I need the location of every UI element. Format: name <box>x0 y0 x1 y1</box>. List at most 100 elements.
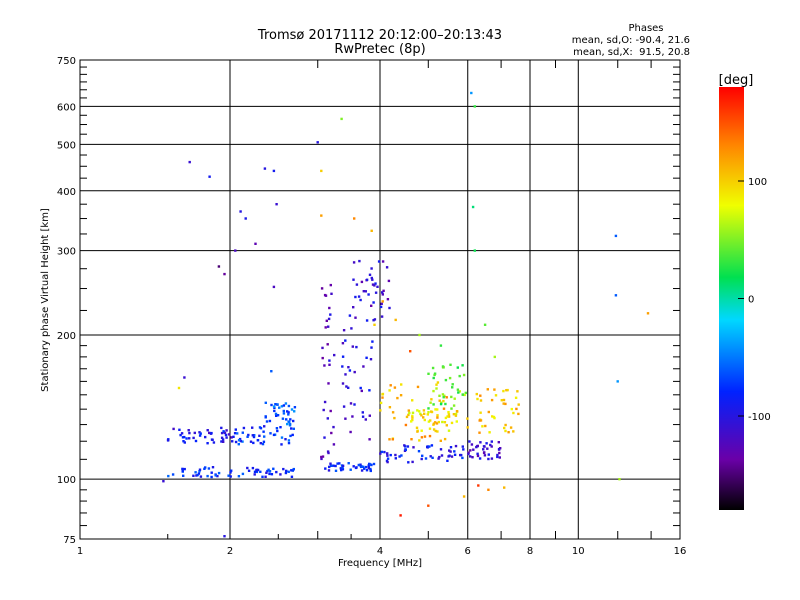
data-point <box>379 401 383 405</box>
data-point <box>316 141 319 144</box>
data-point <box>323 436 326 439</box>
data-point <box>354 316 357 319</box>
data-point <box>349 402 353 405</box>
data-point <box>223 272 226 276</box>
data-point <box>355 345 358 349</box>
data-point <box>469 449 472 452</box>
data-point <box>441 393 445 396</box>
data-point <box>270 403 273 407</box>
data-point <box>388 389 391 392</box>
y-tick-label: 200 <box>57 331 76 342</box>
data-point <box>428 434 432 438</box>
x-tick-labels: 1 2 4 6 8 10 16 <box>77 546 687 557</box>
data-point <box>479 394 482 397</box>
data-point <box>330 464 333 467</box>
data-point <box>419 412 422 416</box>
data-point <box>279 426 282 429</box>
data-point <box>479 399 483 402</box>
data-point <box>274 412 278 416</box>
data-point <box>444 416 448 420</box>
data-point <box>434 429 437 433</box>
x-tick-label: 16 <box>674 546 687 557</box>
colorbar-ticks: 100 0 -100 <box>738 177 771 423</box>
data-point <box>291 433 294 437</box>
data-point <box>264 401 267 404</box>
data-point <box>370 229 373 232</box>
data-point <box>461 456 464 460</box>
data-point <box>416 409 419 412</box>
data-point <box>323 364 326 367</box>
data-point <box>327 325 330 328</box>
data-point <box>272 467 275 470</box>
data-point <box>362 290 365 293</box>
data-point <box>473 105 476 108</box>
data-point <box>443 437 447 441</box>
data-point <box>422 409 426 412</box>
data-point <box>446 459 449 462</box>
data-point <box>439 344 443 347</box>
data-point <box>370 267 373 270</box>
data-point <box>363 467 366 470</box>
data-point <box>178 428 181 431</box>
data-point <box>515 407 518 411</box>
data-point <box>388 306 391 310</box>
data-point <box>338 462 341 465</box>
data-point <box>436 416 439 419</box>
data-point <box>482 445 486 448</box>
data-point <box>227 433 231 436</box>
data-point <box>334 469 338 472</box>
data-point <box>394 318 397 322</box>
data-point <box>498 456 501 459</box>
data-point <box>417 450 421 453</box>
data-point <box>263 425 266 428</box>
data-point <box>237 443 240 446</box>
x-axis-label: Frequency [MHz] <box>338 558 422 569</box>
data-point <box>287 411 290 414</box>
data-point <box>275 414 278 417</box>
data-point <box>517 403 520 406</box>
data-point <box>198 434 202 437</box>
data-point <box>290 469 293 472</box>
data-point <box>353 217 356 220</box>
data-point <box>476 397 479 401</box>
data-point <box>264 475 267 478</box>
data-point <box>359 298 362 302</box>
data-point <box>436 381 440 384</box>
data-point <box>232 435 235 438</box>
data-point <box>476 454 480 458</box>
data-point <box>450 395 453 399</box>
data-point <box>420 429 423 432</box>
data-point <box>422 416 425 419</box>
data-point <box>276 414 280 417</box>
data-point <box>327 469 331 472</box>
data-point <box>391 411 395 414</box>
data-point <box>411 416 414 419</box>
data-point <box>453 397 456 400</box>
data-point <box>330 292 333 295</box>
data-point <box>242 426 246 430</box>
data-point <box>394 453 397 457</box>
data-point <box>332 443 336 446</box>
data-point <box>382 289 385 292</box>
data-point <box>166 439 170 442</box>
data-point <box>379 409 382 412</box>
data-point <box>445 396 448 399</box>
data-point <box>409 350 412 353</box>
data-point <box>342 405 346 408</box>
data-point <box>386 457 390 460</box>
phases-stats-o: mean, sd,O: -90.4, 21.6 <box>572 35 690 46</box>
data-point <box>185 437 188 440</box>
data-point <box>423 412 426 415</box>
axis-ticks <box>80 60 680 539</box>
data-point <box>381 396 384 399</box>
data-point <box>452 404 456 407</box>
data-point <box>365 278 369 281</box>
data-point <box>329 462 332 465</box>
data-point <box>259 470 262 473</box>
data-point <box>381 293 384 296</box>
data-point <box>352 261 356 264</box>
data-point <box>222 440 225 443</box>
data-point <box>476 452 479 455</box>
data-point <box>354 295 357 299</box>
data-point <box>427 411 430 414</box>
